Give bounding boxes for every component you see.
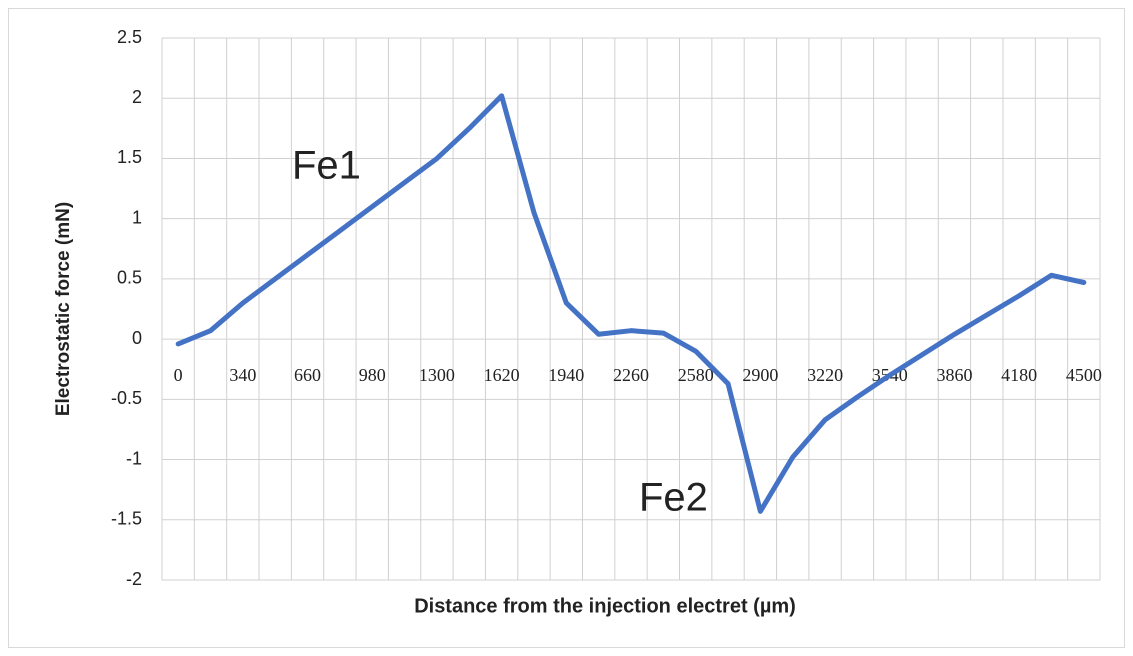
y-tick-label: 2 [132,87,142,107]
x-tick-label: 1940 [548,365,584,385]
y-tick-label: -2 [126,569,142,589]
x-axis-title: Distance from the injection electret (µm… [414,595,796,617]
x-tick-label: 1620 [484,365,520,385]
y-tick-label: 0.5 [117,268,142,288]
x-tick-label: 4180 [1001,365,1037,385]
x-tick-label: 2260 [613,365,649,385]
y-tick-label: -1.5 [111,509,142,529]
annotation: Fe1 [292,144,361,188]
x-tick-label: 3220 [807,365,843,385]
y-tick-label: -0.5 [111,388,142,408]
x-tick-label: 0 [174,365,183,385]
line-series [175,93,1087,514]
x-tick-label: 2580 [678,365,714,385]
annotation: Fe2 [639,476,708,520]
y-axis-title: Electrostatic force (mN) [53,202,74,416]
x-tick-label: 340 [229,365,256,385]
y-tick-label: 0 [132,328,142,348]
y-tick-label: 2.5 [117,27,142,47]
y-tick-label: 1 [132,207,142,227]
x-tick-label: 1300 [419,365,455,385]
grid [161,37,1101,581]
x-tick-label: 2900 [742,365,778,385]
x-tick-label: 980 [359,365,386,385]
x-tick-label: 4500 [1066,365,1102,385]
y-tick-label: -1 [126,448,142,468]
chart-border [8,8,1125,648]
y-tick-label: 1.5 [117,147,142,167]
x-tick-label: 660 [294,365,321,385]
x-tick-label: 3860 [936,365,972,385]
